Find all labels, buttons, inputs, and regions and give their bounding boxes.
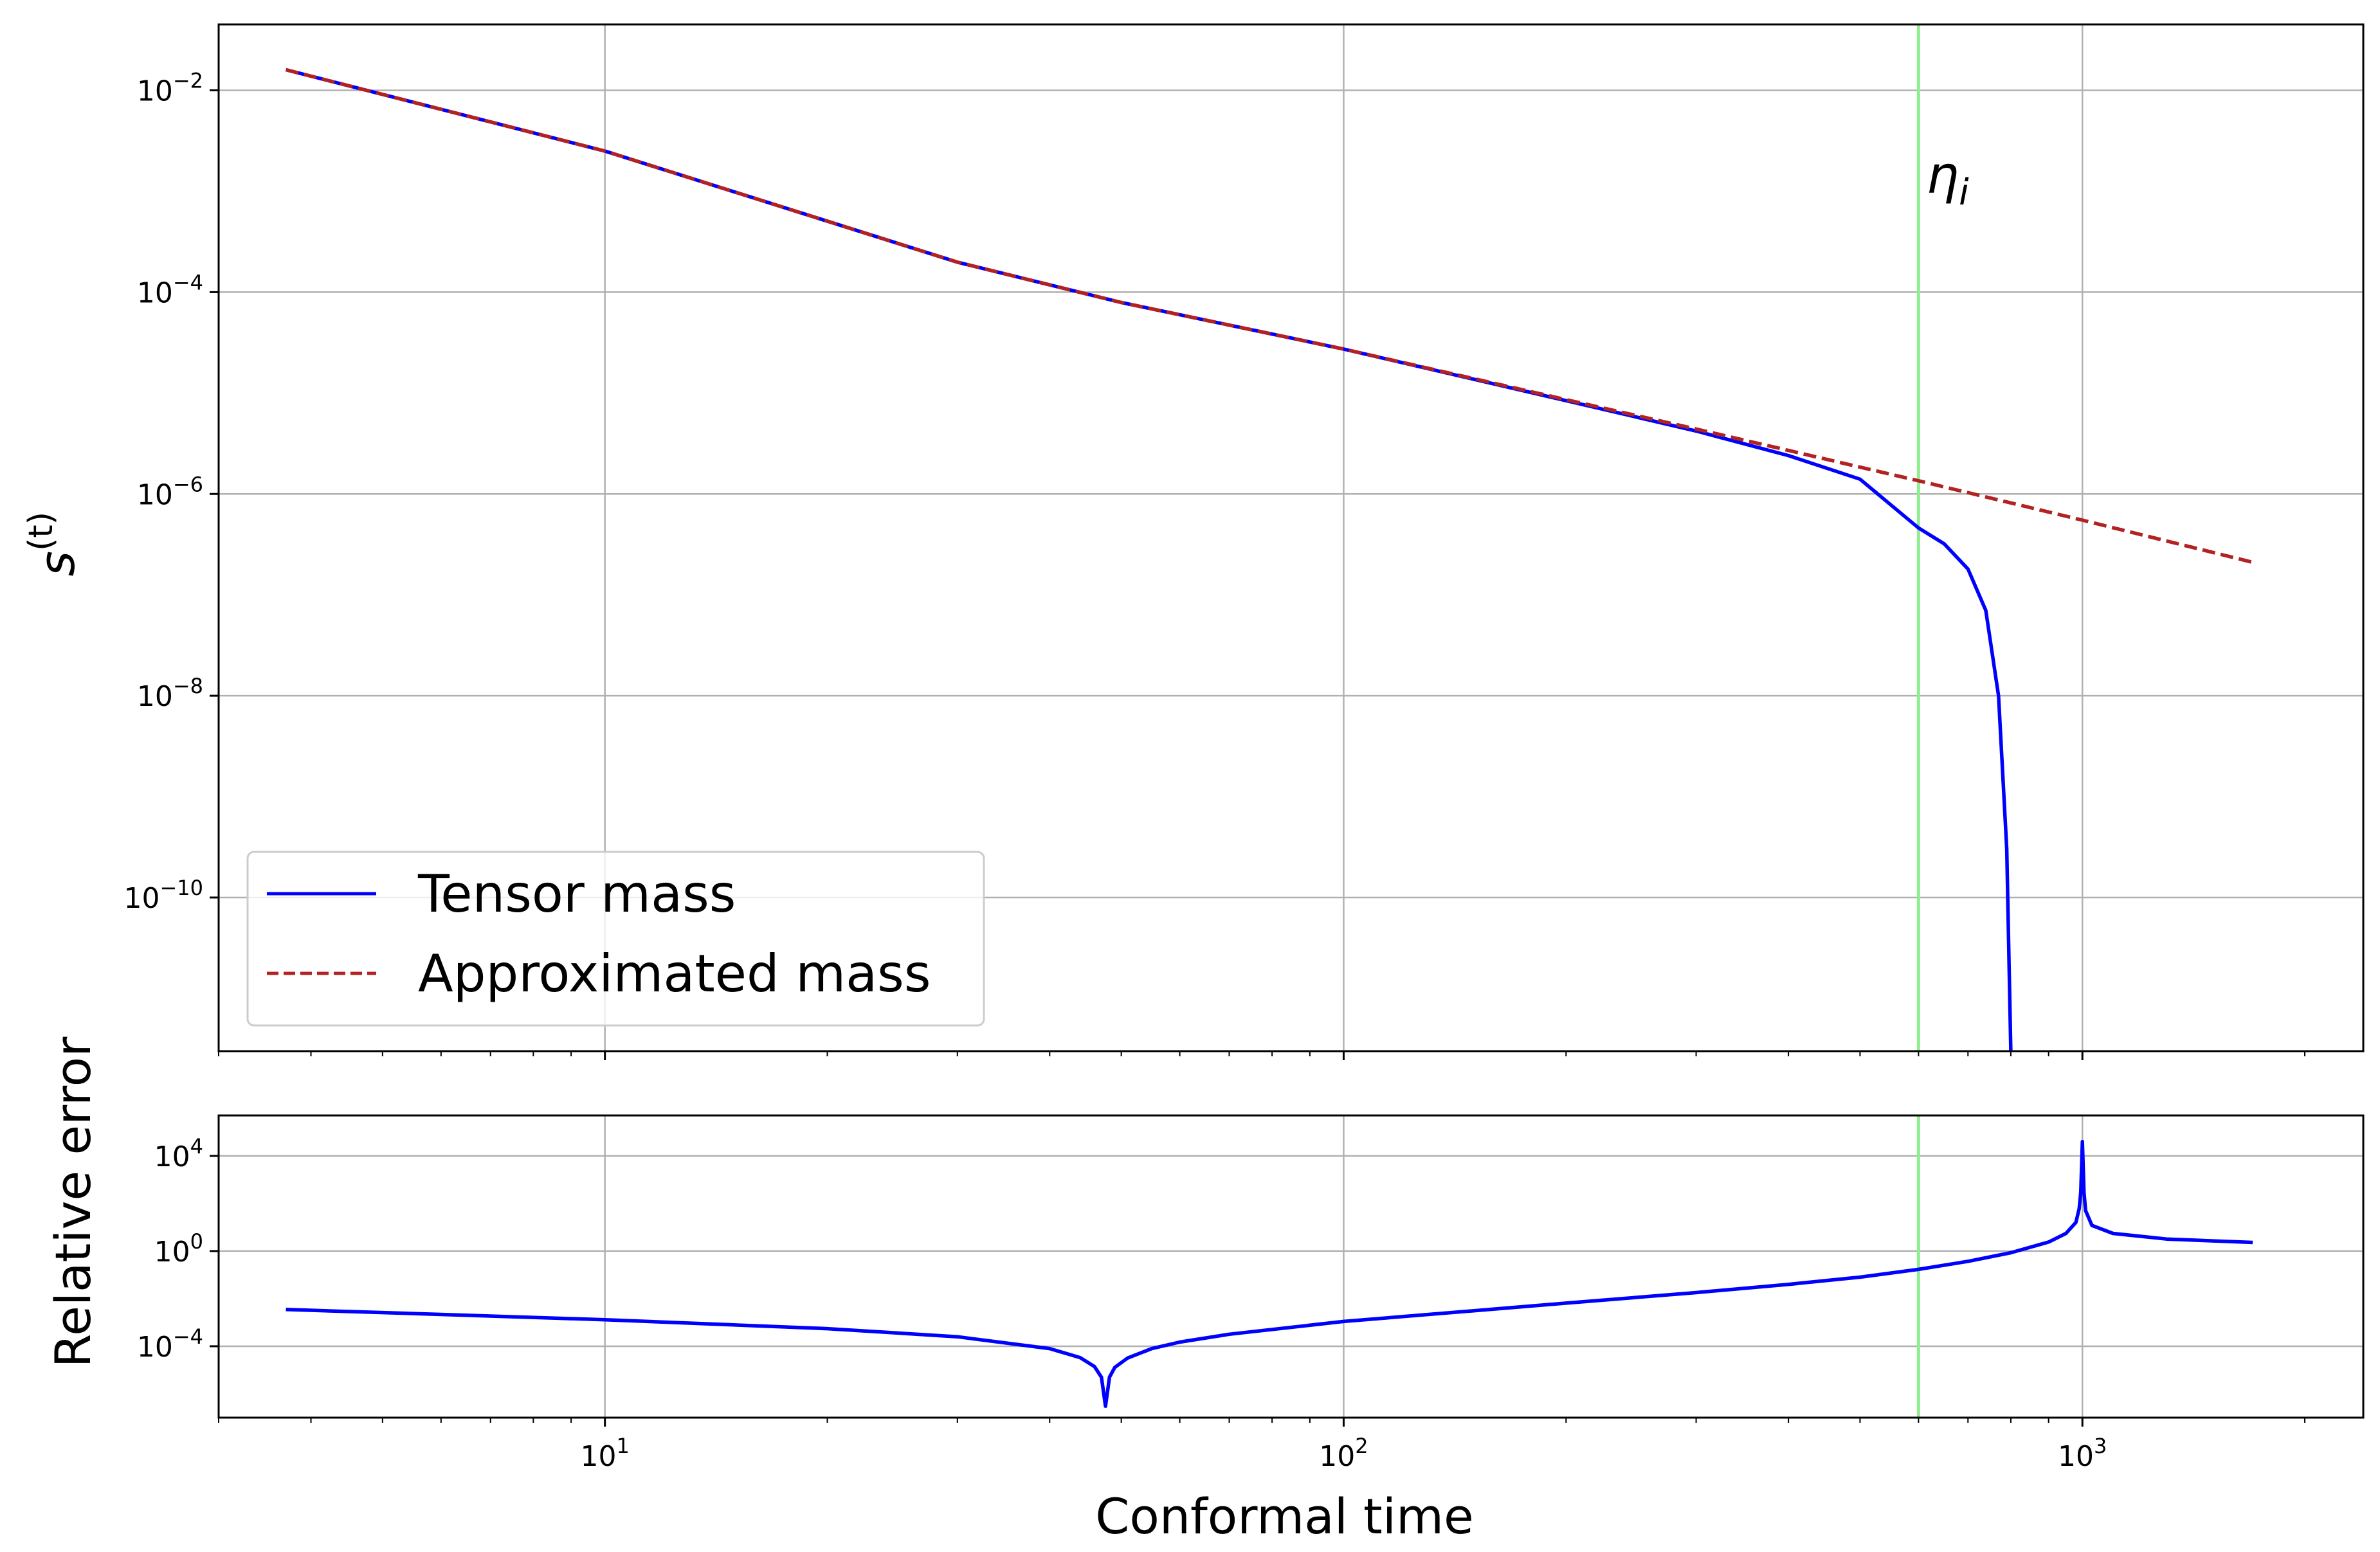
bot-y-tick-label: 104 [154,1134,203,1173]
y-tick-label-exponent: −10 [159,876,203,900]
bottom-axes-frame [217,1114,2365,1419]
x-tick-label-exponent: 2 [1355,1434,1368,1458]
y-tick-label-base: 10 [137,478,173,511]
x-tick-label-base: 10 [580,1440,616,1473]
y-tick-label-base: 10 [137,276,173,309]
bot-y-tick-label: 10−4 [137,1324,203,1364]
top-panel: 10−210−410−610−810−10 ηi s(t) Tensor mas… [22,23,2365,1060]
top-y-tick-label: 10−4 [137,270,203,309]
y-tick-label-exponent: 0 [190,1229,203,1254]
top-y-tick-label: 10−2 [137,69,203,108]
x-tick-label-base: 10 [1319,1440,1355,1473]
y-tick-label-exponent: −6 [173,472,203,496]
bottom-y-axis-label: Relative error [44,1036,102,1367]
bottom-grid [219,1115,2363,1418]
y-tick-label-base: 10 [137,75,173,108]
y-tick-label-base: 10 [137,680,173,713]
x-tick-label-exponent: 1 [616,1434,629,1458]
eta-subscript: i [1959,172,1969,213]
top-grid [219,24,2363,1051]
y-tick-label-base: 10 [123,882,159,915]
top-series [285,68,2253,1052]
legend-label-approximated-mass: Approximated mass [418,944,931,1004]
top-series-approximated-mass [285,68,2253,564]
y-tick-label-base: 10 [154,1236,190,1268]
bot-series-tensor-mass [286,1139,2253,1409]
top-ticks: 10−210−410−610−810−10 [123,69,2306,1060]
x-tick-label-exponent: 3 [2094,1434,2107,1458]
legend: Tensor mass Approximated mass [246,851,985,1027]
x-tick-label-base: 10 [2058,1440,2094,1473]
top-y-axis-label-superscript: (t) [22,512,60,551]
x-tick-label: 103 [2058,1434,2107,1473]
top-axes-frame [217,23,2365,1052]
top-y-axis-label-base: s [28,551,86,577]
y-tick-label-exponent: −2 [173,69,203,93]
top-y-tick-label: 10−6 [137,472,203,511]
y-tick-label-base: 10 [154,1141,190,1173]
y-tick-label-exponent: −4 [173,1324,203,1349]
y-tick-label-exponent: 4 [190,1134,203,1159]
legend-box [246,851,985,1027]
y-tick-label-exponent: −8 [173,674,203,698]
top-y-tick-label: 10−8 [137,674,203,713]
bottom-series [286,1139,2253,1409]
x-axis-label: Conformal time [1095,1488,1473,1545]
eta-i-annotation: ηi [1926,145,1969,213]
x-tick-label: 101 [580,1434,629,1473]
x-tick-label: 102 [1319,1434,1368,1473]
y-tick-label-exponent: −4 [173,270,203,294]
legend-label-tensor-mass: Tensor mass [417,864,736,924]
top-y-tick-label: 10−10 [123,876,203,915]
eta-symbol: η [1926,145,1959,205]
y-tick-label-base: 10 [137,1331,173,1364]
bot-y-tick-label: 100 [154,1229,203,1268]
top-y-axis-label: s(t) [22,512,86,577]
top-series-tensor-mass [285,68,2013,1052]
